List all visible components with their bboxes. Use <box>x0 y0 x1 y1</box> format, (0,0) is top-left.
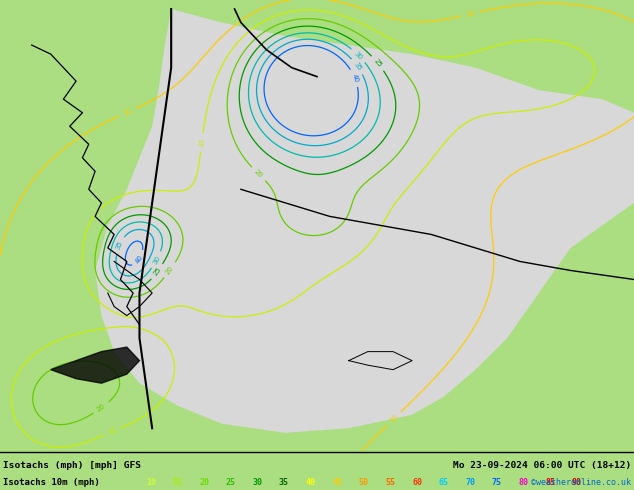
Text: 55: 55 <box>385 478 396 487</box>
Text: 75: 75 <box>492 478 502 487</box>
Text: 60: 60 <box>412 478 422 487</box>
Text: 20: 20 <box>165 265 175 275</box>
Text: 40: 40 <box>351 73 359 83</box>
Text: 40: 40 <box>134 253 144 264</box>
Text: 25: 25 <box>373 58 383 69</box>
Text: 10: 10 <box>146 478 156 487</box>
Text: 25: 25 <box>226 478 236 487</box>
Text: 35: 35 <box>279 478 289 487</box>
Text: 45: 45 <box>332 478 342 487</box>
Text: 35: 35 <box>353 61 363 72</box>
Text: 85: 85 <box>545 478 555 487</box>
Text: Mo 23-09-2024 06:00 UTC (18+12): Mo 23-09-2024 06:00 UTC (18+12) <box>453 461 631 469</box>
Text: 30: 30 <box>252 478 262 487</box>
Polygon shape <box>95 9 634 433</box>
Text: 30: 30 <box>353 50 364 61</box>
Text: Isotachs 10m (mph): Isotachs 10m (mph) <box>3 478 100 487</box>
Text: ©weatheronline.co.uk: ©weatheronline.co.uk <box>531 478 631 487</box>
Text: 15: 15 <box>198 138 205 147</box>
Text: 35: 35 <box>115 240 124 250</box>
Text: 10: 10 <box>465 10 476 18</box>
Text: 10: 10 <box>122 108 133 117</box>
Text: 25: 25 <box>152 267 162 277</box>
Text: 20: 20 <box>253 169 264 179</box>
Text: 15: 15 <box>107 427 117 436</box>
Text: 30: 30 <box>152 254 161 265</box>
Text: 20: 20 <box>96 403 107 413</box>
Text: 70: 70 <box>465 478 476 487</box>
Text: Isotachs (mph) [mph] GFS: Isotachs (mph) [mph] GFS <box>3 461 141 469</box>
Text: 65: 65 <box>439 478 449 487</box>
Text: 80: 80 <box>519 478 529 487</box>
Text: 50: 50 <box>359 478 369 487</box>
Polygon shape <box>51 347 139 383</box>
Text: 15: 15 <box>172 478 183 487</box>
Text: 10: 10 <box>389 413 399 424</box>
Text: 20: 20 <box>199 478 209 487</box>
Text: 40: 40 <box>306 478 316 487</box>
Text: 90: 90 <box>572 478 582 487</box>
